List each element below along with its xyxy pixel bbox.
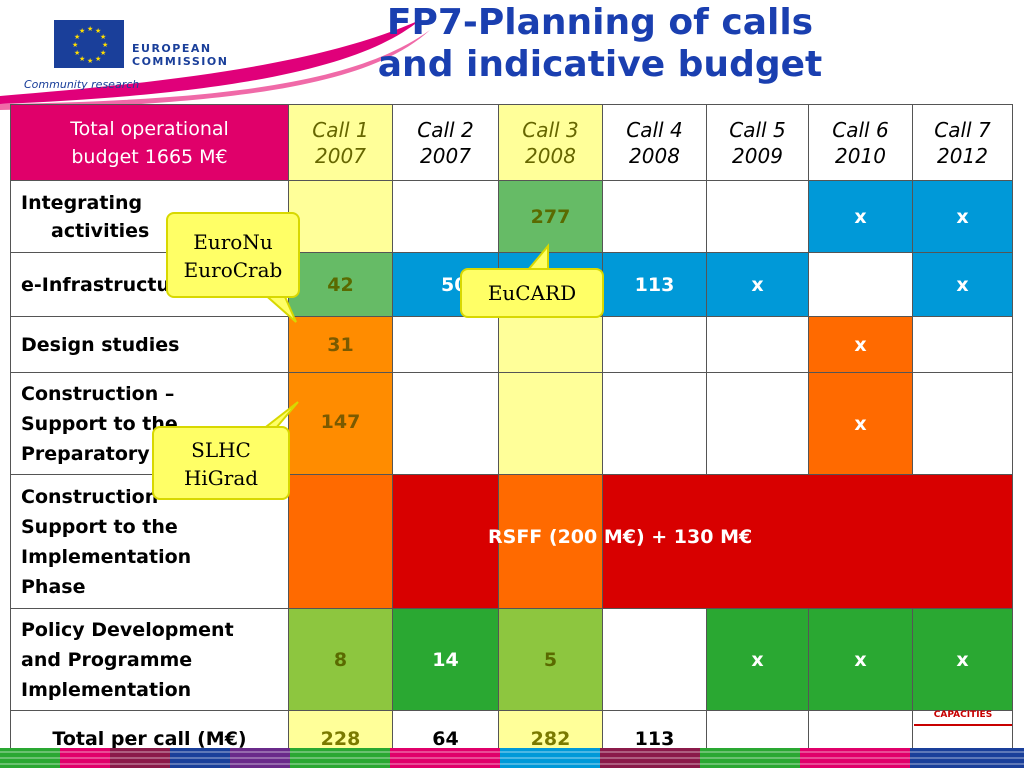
header-swoosh [0,20,430,110]
svg-text:★: ★ [79,55,85,63]
prep-call-4 [602,372,707,475]
header-call-1: Call 1 2007 [288,104,393,181]
row-construction-impl-label: Construction – Support to the Implementati… [10,474,289,609]
impl-line-4: Phase [21,575,86,598]
title-line-1: FP7-Planning of calls [386,2,814,43]
impl-line-1: Construction – [21,485,175,508]
design-call-7 [912,316,1013,373]
policy-call-1: 8 [288,608,393,711]
prep-call-6: x [808,372,913,475]
row-policy-label: Policy Development and Programme Implement… [10,608,289,711]
impl-line-2: Support to the [21,515,178,538]
row-construction-prep-label: Construction – Support to the Preparatory … [10,372,289,475]
corner-header: Total operational budget 1665 M€ [10,104,289,181]
header-call-6: Call 6 2010 [808,104,913,181]
header-call-3: Call 3 2008 [498,104,603,181]
call-5-year: 2009 [732,143,783,168]
call-1-name: Call 1 [312,117,369,142]
einfra-call-1: 42 [288,252,393,317]
prep-line-2: Support to the [21,412,178,435]
prep-call-5 [706,372,809,475]
eu-logo-text: EUROPEAN COMMISSION [132,42,228,68]
callout-eucard: EuCARD [460,268,604,318]
header-call-2: Call 2 2007 [392,104,499,181]
integrating-call-7: x [912,180,1013,253]
einfra-call-5: x [706,252,809,317]
impl-call-3 [498,474,603,609]
corner-line-1: Total operational [70,117,229,140]
svg-text:★: ★ [95,55,101,63]
integrating-call-2 [392,180,499,253]
call-3-name: Call 3 [522,117,579,142]
svg-text:★: ★ [74,49,80,57]
capacities-label: CAPACITIES [914,710,1012,726]
call-7-name: Call 7 [934,117,991,142]
svg-text:★: ★ [87,25,93,33]
integrating-call-4 [602,180,707,253]
callout-eucard-label: EuCARD [487,281,577,305]
impl-call-4-7 [602,474,1013,609]
call-3-year: 2008 [525,143,576,168]
call-6-year: 2010 [835,143,886,168]
svg-text:★: ★ [79,27,85,35]
design-call-5 [706,316,809,373]
page-title: FP7-Planning of calls and indicative bud… [330,2,870,86]
header-call-7: Call 7 2012 [912,104,1013,181]
call-4-year: 2008 [629,143,680,168]
integrating-line-1: Integrating [21,191,143,214]
integrating-line-2: activities [51,219,150,242]
integrating-call-6: x [808,180,913,253]
call-2-year: 2007 [420,143,471,168]
prep-call-7 [912,372,1013,475]
policy-line-3: Implementation [21,678,192,701]
policy-call-4 [602,608,707,711]
policy-line-1: Policy Development [21,618,234,641]
budget-table: Total operational budget 1665 M€ Call 1 20… [10,104,1013,768]
call-4-name: Call 4 [626,117,683,142]
call-1-year: 2007 [315,143,366,168]
bottom-color-bar [0,748,1024,768]
rsff-label: RSFF (200 M€) + 130 M€ [488,526,753,548]
impl-line-3: Implementation [21,545,192,568]
callout-eurocrab: EuroCrab [183,258,283,282]
impl-call-1 [288,474,393,609]
svg-text:★: ★ [102,41,108,49]
policy-call-6: x [808,608,913,711]
title-line-2: and indicative budget [377,44,823,85]
callout-euronu: EuroNu [193,230,273,254]
svg-text:★: ★ [74,33,80,41]
call-5-name: Call 5 [729,117,786,142]
svg-text:★: ★ [100,33,106,41]
design-call-6: x [808,316,913,373]
row-design-label: Design studies [10,316,289,373]
policy-call-2: 14 [392,608,499,711]
community-research-label: Community research [24,78,140,91]
design-call-3 [498,316,603,373]
callout-slhc-higrad: SLHC HiGrad [152,426,290,500]
corner-line-2: budget 1665 M€ [71,145,228,168]
svg-text:★: ★ [72,41,78,49]
call-6-name: Call 6 [832,117,889,142]
svg-text:★: ★ [87,57,93,65]
prep-line-1: Construction – [21,382,175,405]
eu-flag-logo: ★ ★ ★ ★ ★ ★ ★ ★ ★ ★ ★ ★ [54,20,124,68]
call-7-year: 2012 [937,143,988,168]
svg-text:★: ★ [100,49,106,57]
callout-euronu-eurocrab: EuroNu EuroCrab [166,212,300,298]
callout-higrad: HiGrad [183,466,259,490]
integrating-call-3: 277 [498,180,603,253]
prep-call-3 [498,372,603,475]
logo-line-1: EUROPEAN [132,42,212,55]
logo-line-2: COMMISSION [132,55,229,68]
call-2-name: Call 2 [417,117,474,142]
impl-call-2 [392,474,499,609]
prep-call-2 [392,372,499,475]
callout-slhc: SLHC [191,438,251,462]
svg-text:★: ★ [95,27,101,35]
policy-line-2: and Programme [21,648,193,671]
